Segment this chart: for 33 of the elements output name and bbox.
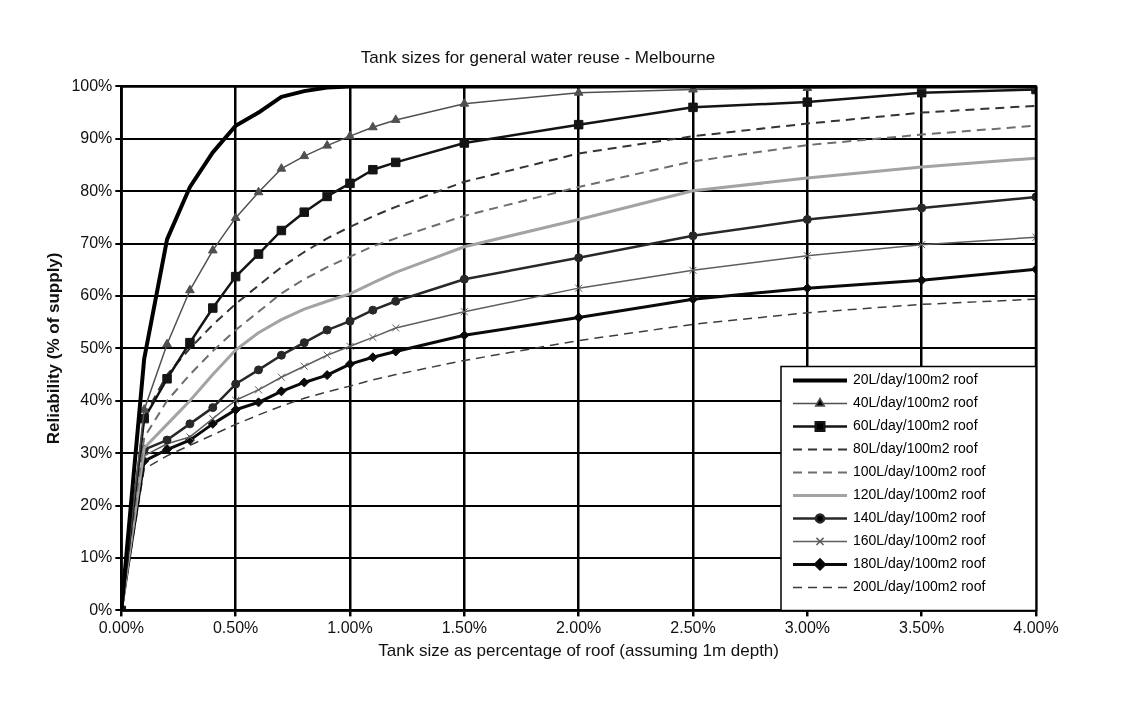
- legend-label: 40L/day/100m2 roof: [853, 394, 978, 411]
- legend-label: 140L/day/100m2 roof: [853, 509, 986, 526]
- x-tick-label: 1.00%: [327, 619, 373, 637]
- y-tick-label: 20%: [80, 496, 113, 514]
- y-tick-label: 40%: [80, 391, 113, 409]
- x-tick-label: 2.00%: [555, 619, 602, 637]
- legend-label: 20L/day/100m2 roof: [853, 371, 978, 388]
- legend-label: 180L/day/100m2 roof: [853, 555, 986, 572]
- x-axis-title: Tank size as percentage of roof (assuming 1m depth): [378, 641, 779, 661]
- x-tick-label: 3.50%: [898, 619, 945, 637]
- chart-title: Tank sizes for general water reuse - Melbourne: [360, 47, 716, 67]
- y-tick-label: 0%: [89, 600, 113, 618]
- y-tick-label: 100%: [71, 76, 113, 94]
- legend-label: 60L/day/100m2 roof: [853, 417, 978, 434]
- x-tick-label: 3.00%: [784, 619, 831, 637]
- legend-label: 160L/day/100m2 roof: [853, 532, 986, 549]
- x-tick-label: 0.50%: [212, 619, 259, 637]
- y-tick-label: 80%: [80, 181, 113, 199]
- legend-label: 200L/day/100m2 roof: [853, 578, 986, 595]
- x-tick-label: 1.50%: [441, 619, 488, 637]
- x-tick-label: 0.00%: [98, 619, 145, 637]
- y-tick-label: 90%: [80, 129, 113, 147]
- legend-label: 100L/day/100m2 roof: [853, 463, 986, 480]
- y-axis-title: Reliability (% of supply): [43, 252, 63, 445]
- y-tick-label: 60%: [80, 286, 113, 304]
- x-tick-label: 2.50%: [670, 619, 716, 637]
- y-tick-label: 50%: [80, 338, 113, 356]
- y-tick-label: 10%: [80, 548, 113, 566]
- x-tick-label: 4.00%: [1013, 619, 1059, 637]
- y-tick-label: 30%: [80, 443, 113, 461]
- legend-label: 120L/day/100m2 roof: [853, 486, 986, 503]
- legend-label: 80L/day/100m2 roof: [853, 440, 978, 457]
- y-tick-label: 70%: [80, 234, 113, 252]
